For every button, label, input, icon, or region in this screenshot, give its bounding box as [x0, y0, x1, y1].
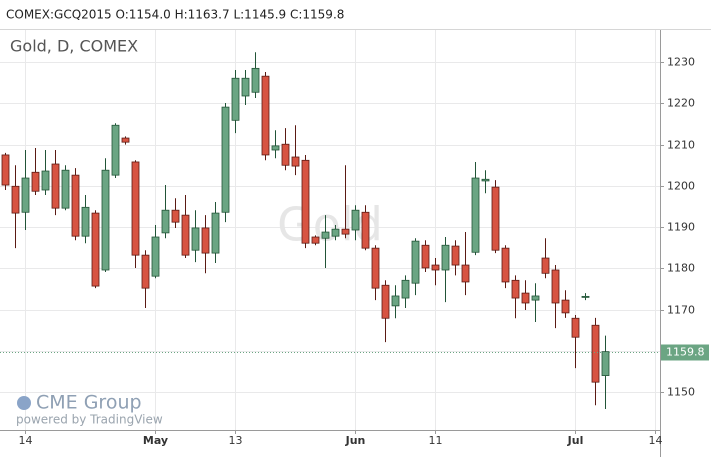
candle-body [431, 264, 440, 271]
candle-body [511, 279, 520, 299]
y-tick-label: 1170 [667, 304, 695, 317]
candle-body [351, 209, 360, 231]
candle-body [501, 247, 510, 283]
x-tick-label: 14 [19, 434, 33, 447]
candle-body [561, 299, 570, 314]
candle-body [261, 75, 270, 156]
candle-body [331, 228, 340, 237]
candle-body [461, 264, 470, 283]
candle-body [581, 295, 590, 298]
candle-body [11, 185, 20, 214]
candle-body [301, 159, 310, 244]
candle-body [161, 209, 170, 234]
y-tick-label: 1230 [667, 56, 695, 69]
candle-body [221, 106, 230, 213]
candle-body [121, 137, 130, 143]
chart-title: Gold, D, COMEX [10, 37, 138, 56]
candle-body [111, 124, 120, 176]
candle-body [361, 211, 370, 249]
logo-icon [17, 396, 31, 410]
candle-body [251, 67, 260, 93]
last-price-label: 1159.8 [666, 346, 705, 359]
candle-body [471, 177, 480, 253]
candle-body [421, 244, 430, 269]
candle-body [321, 231, 330, 239]
candle-body [441, 244, 450, 271]
candle-body [541, 257, 550, 274]
candle-body [81, 206, 90, 237]
candle-body [41, 170, 50, 191]
candle-body [601, 351, 610, 376]
candle-body [211, 212, 220, 254]
candle-body [21, 177, 30, 213]
candle-body [411, 240, 420, 284]
powered-by: powered by TradingView [16, 413, 163, 427]
candle-body [491, 186, 500, 251]
y-tick-label: 1200 [667, 180, 695, 193]
last-price-box [661, 344, 709, 361]
candle-body [571, 317, 580, 338]
candle-body [401, 279, 410, 299]
candle-body [231, 77, 240, 121]
candle-body [381, 284, 390, 319]
candle-body [481, 178, 490, 182]
y-tick-label: 1220 [667, 97, 695, 110]
candle-body [241, 77, 250, 97]
y-tick-label: 1210 [667, 139, 695, 152]
candle-body [341, 228, 350, 235]
candle-body [291, 156, 300, 167]
candle-body [91, 212, 100, 287]
header-bar [0, 0, 711, 29]
x-tick-label: 11 [429, 434, 443, 447]
candle-body [51, 163, 60, 209]
candle-body [101, 169, 110, 271]
candle-body [191, 227, 200, 251]
x-tick-label: May [143, 434, 168, 447]
candle-body [271, 145, 280, 151]
candle-body [551, 269, 560, 304]
y-tick-label: 1180 [667, 262, 695, 275]
candle-body [181, 214, 190, 256]
candle-body [391, 295, 400, 307]
y-tick-label: 1150 [667, 386, 695, 399]
candle-body [71, 174, 80, 237]
logo: CME Group [36, 392, 142, 414]
candle-body [591, 324, 600, 383]
candle-body [1, 154, 10, 186]
candle-body [451, 245, 460, 266]
candle-body [31, 171, 40, 192]
candle-body [281, 143, 290, 166]
candle-body [311, 236, 320, 244]
candle-body [151, 236, 160, 277]
candle-body [141, 254, 150, 289]
x-tick-label: 13 [229, 434, 243, 447]
candle-body [531, 295, 540, 301]
x-tick-label: Jun [345, 434, 366, 447]
y-tick-label: 1190 [667, 221, 695, 234]
candle-body [521, 292, 530, 304]
x-tick-label: 14 [649, 434, 663, 447]
candles [0, 52, 660, 409]
x-tick-label: Jul [567, 434, 584, 447]
candle-body [131, 161, 140, 256]
candle-body [61, 169, 70, 209]
header-text: COMEX:GCQ2015 O:1154.0 H:1163.7 L:1145.9… [6, 8, 344, 22]
candle-body [371, 247, 380, 289]
candle-body [201, 227, 210, 254]
candle-body [171, 209, 180, 223]
